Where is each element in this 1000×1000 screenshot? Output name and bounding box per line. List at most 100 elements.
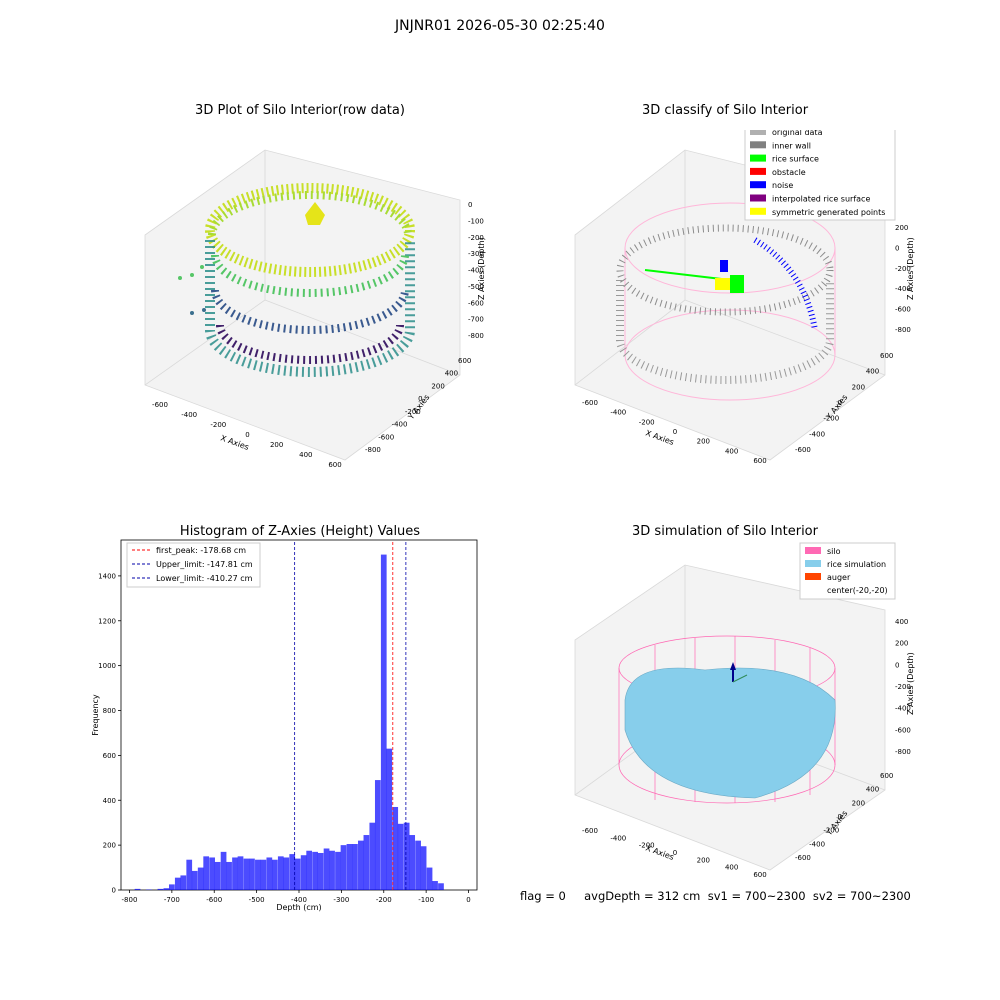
y-tick-label: 400: [866, 368, 879, 376]
histogram-xlabel: Depth (cm): [276, 903, 321, 912]
x-tick-label: -600: [582, 399, 598, 407]
y-tick-label: 400: [445, 370, 458, 378]
y-tick-label: 0: [418, 395, 422, 403]
x-tick-label: 400: [299, 451, 312, 459]
y-tick-label: 600: [880, 772, 893, 780]
histogram-bar: [380, 554, 387, 890]
histogram-title: Histogram of Z-Axies (Height) Values: [179, 524, 421, 539]
legend-label: symmetric generated points: [772, 208, 885, 217]
x-tick-label: -100: [418, 896, 434, 904]
y-tick-label: -400: [809, 840, 825, 848]
x-tick-label: 400: [725, 447, 738, 455]
y-tick-label: 400: [103, 797, 116, 805]
histogram-bar: [283, 857, 290, 890]
histogram-bar: [214, 861, 221, 890]
z-tick-label: -700: [468, 316, 484, 324]
histogram-bar: [346, 844, 353, 890]
y-tick-label: 1200: [98, 617, 116, 625]
simulation-plot-title: 3D simulation of Silo Interior: [632, 524, 818, 539]
z-tick-label: -200: [895, 265, 911, 273]
histogram-bar: [168, 884, 175, 890]
histogram-bar: [386, 748, 393, 890]
legend-label: interpolated rice surface: [772, 195, 870, 204]
x-tick-label: -600: [152, 401, 168, 409]
x-tick-label: -500: [249, 896, 265, 904]
y-tick-label: -600: [378, 433, 394, 441]
histogram-bar: [438, 883, 444, 890]
x-tick-label: 200: [270, 441, 283, 449]
z-tick-label: -800: [468, 332, 484, 340]
histogram-bar: [260, 859, 267, 890]
status-footer: flag = 0 avgDepth = 312 cm sv1 = 700~230…: [520, 889, 911, 903]
histogram-bar: [163, 888, 170, 890]
x-tick-label: -800: [122, 896, 138, 904]
z-tick-label: -100: [468, 217, 484, 225]
legend-label: rice surface: [772, 155, 819, 164]
z-tick-label: -600: [895, 726, 911, 734]
z-tick-label: -300: [468, 250, 484, 258]
x-tick-label: 200: [697, 856, 710, 864]
x-tick-label: -600: [206, 896, 222, 904]
legend-label: noise: [772, 181, 793, 190]
z-tick-label: -800: [895, 326, 911, 334]
z-tick-label: -400: [895, 285, 911, 293]
histogram-bar: [191, 870, 198, 890]
y-tick-label: 200: [431, 382, 444, 390]
simulation-zlabel: Z Axies (Depth): [906, 652, 915, 715]
histogram-bar: [226, 861, 232, 890]
x-tick-label: 0: [245, 431, 249, 439]
raw-plot-title: 3D Plot of Silo Interior(row data): [195, 103, 405, 118]
histogram-bar: [340, 845, 347, 890]
histogram-bar: [392, 806, 399, 890]
rice-simulation-surface: [624, 667, 836, 799]
legend-swatch: [750, 154, 766, 162]
y-tick-label: -200: [405, 408, 421, 416]
histogram-bar: [134, 888, 141, 890]
z-tick-label: 200: [895, 640, 908, 648]
legend-label: rice simulation: [827, 560, 886, 569]
histogram-bar: [403, 822, 410, 890]
y-tick-label: 200: [852, 383, 865, 391]
figure-title: JNJNR01 2026-05-30 02:25:40: [395, 18, 605, 34]
y-tick-label: -600: [795, 446, 811, 454]
legend-swatch: [750, 194, 766, 202]
histogram-bar: [323, 848, 330, 890]
legend-swatch: [750, 141, 766, 149]
y-tick-label: -600: [795, 854, 811, 862]
z-tick-label: 0: [895, 661, 899, 669]
histogram-bar: [300, 855, 307, 890]
classify-plot-title: 3D classify of Silo Interior: [641, 103, 809, 118]
y-tick-label: -400: [809, 430, 825, 438]
legend-swatch: [750, 167, 766, 175]
histogram-chart: -800 -700 -600 -500 -400 -300 -200 -100 0 0 200 40…: [91, 539, 478, 912]
x-tick-label: -200: [210, 421, 226, 429]
z-tick-label: 400: [895, 618, 908, 626]
histogram-bar: [249, 858, 255, 890]
y-tick-label: 0: [838, 813, 842, 821]
z-tick-label: -400: [468, 267, 484, 275]
histogram-bar: [186, 859, 193, 890]
histogram-bar: [363, 835, 370, 890]
legend-label: original data: [772, 130, 823, 137]
histogram-bar: [294, 858, 301, 890]
z-tick-label: -600: [468, 299, 484, 307]
histogram-bar: [409, 835, 416, 890]
y-tick-label: 600: [458, 357, 471, 365]
y-tick-label: 200: [103, 842, 116, 850]
x-tick-label: -400: [291, 896, 307, 904]
legend-label: obstacle: [772, 168, 806, 177]
raw-zlabel: Z Axies (Depth): [477, 237, 486, 300]
z-tick-label: 0: [468, 201, 472, 209]
histogram-bar: [237, 856, 244, 890]
histogram-bar: [426, 867, 433, 890]
z-tick-label: -400: [895, 705, 911, 713]
legend-swatch: [805, 560, 821, 567]
y-tick-label: 600: [880, 352, 893, 360]
z-tick-label: -500: [468, 283, 484, 291]
raw-axes-box: [144, 149, 461, 461]
histogram-bar: [329, 850, 335, 890]
legend-label: center(-20,-20): [827, 586, 888, 595]
legend-label: inner wall: [772, 141, 811, 150]
